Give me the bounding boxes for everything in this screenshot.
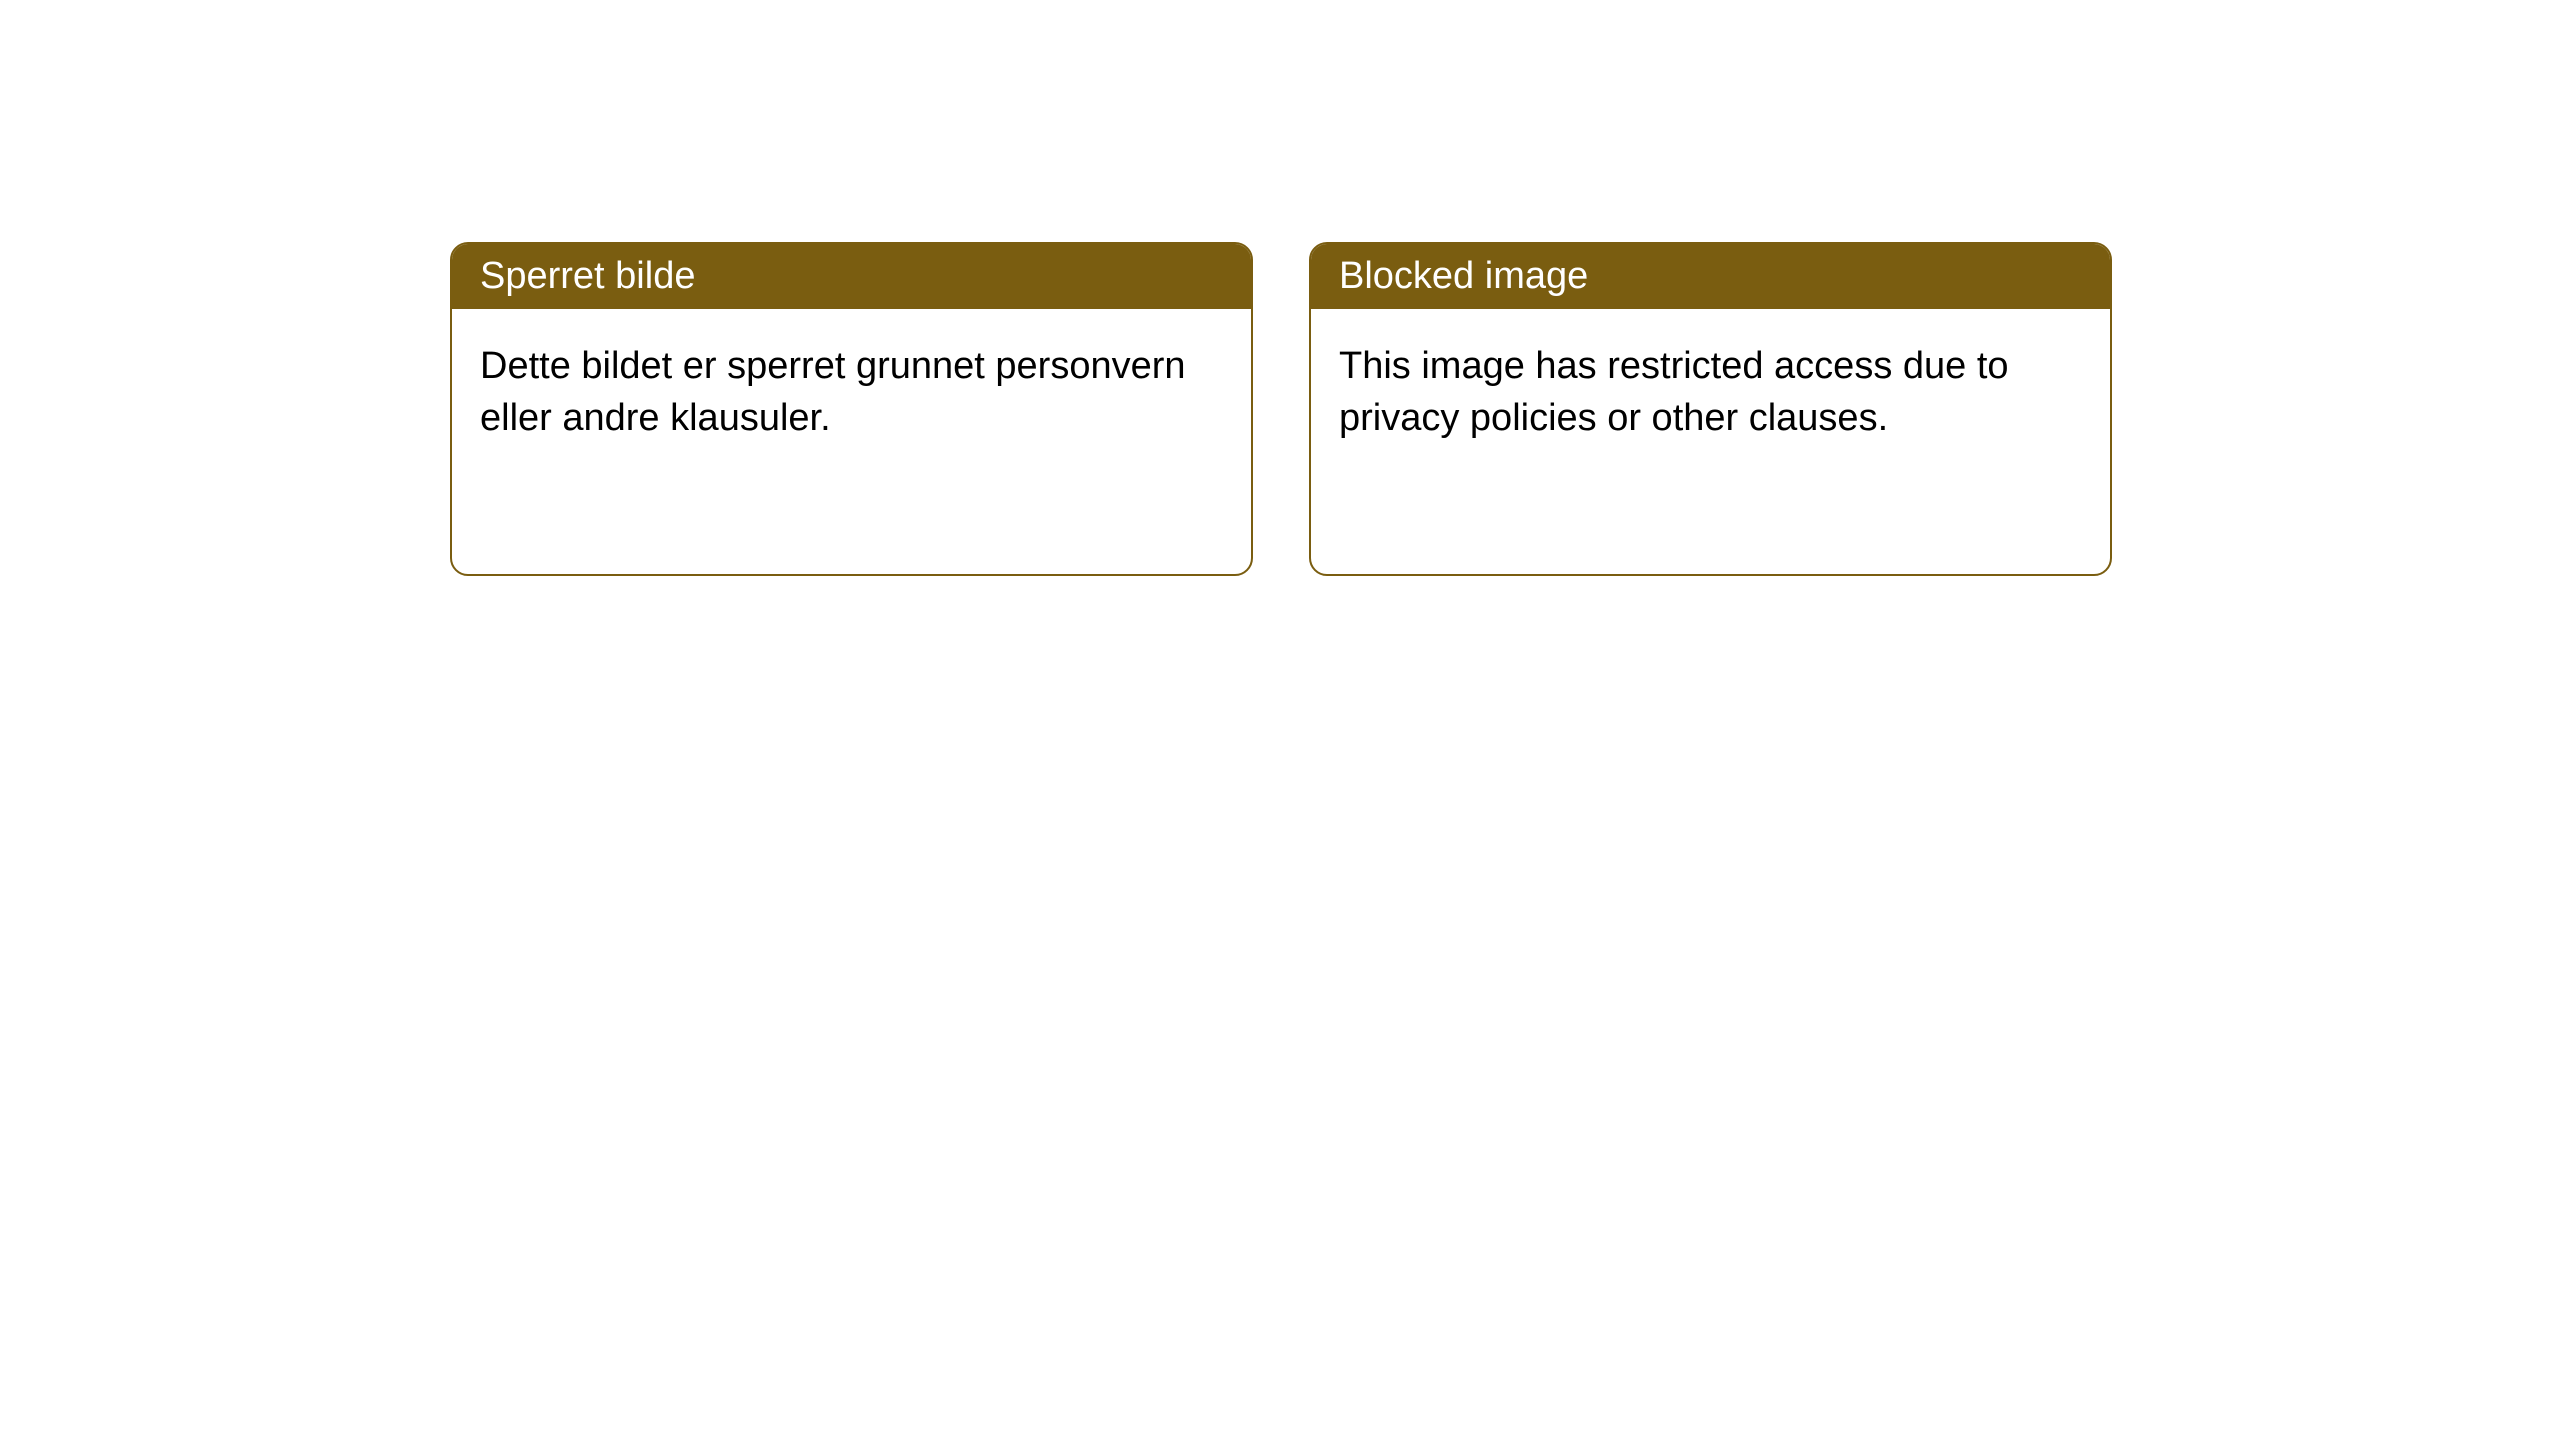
card-title-norwegian: Sperret bilde [480, 255, 695, 297]
card-body-english: This image has restricted access due to … [1311, 309, 2110, 476]
card-blocked-norwegian: Sperret bilde Dette bildet er sperret gr… [450, 242, 1253, 576]
card-blocked-english: Blocked image This image has restricted … [1309, 242, 2112, 576]
card-header-english: Blocked image [1311, 244, 2110, 309]
card-body-norwegian: Dette bildet er sperret grunnet personve… [452, 309, 1251, 476]
cards-container: Sperret bilde Dette bildet er sperret gr… [0, 0, 2560, 576]
card-message-norwegian: Dette bildet er sperret grunnet personve… [480, 345, 1186, 438]
card-message-english: This image has restricted access due to … [1339, 345, 2009, 438]
card-title-english: Blocked image [1339, 255, 1588, 297]
card-header-norwegian: Sperret bilde [452, 244, 1251, 309]
